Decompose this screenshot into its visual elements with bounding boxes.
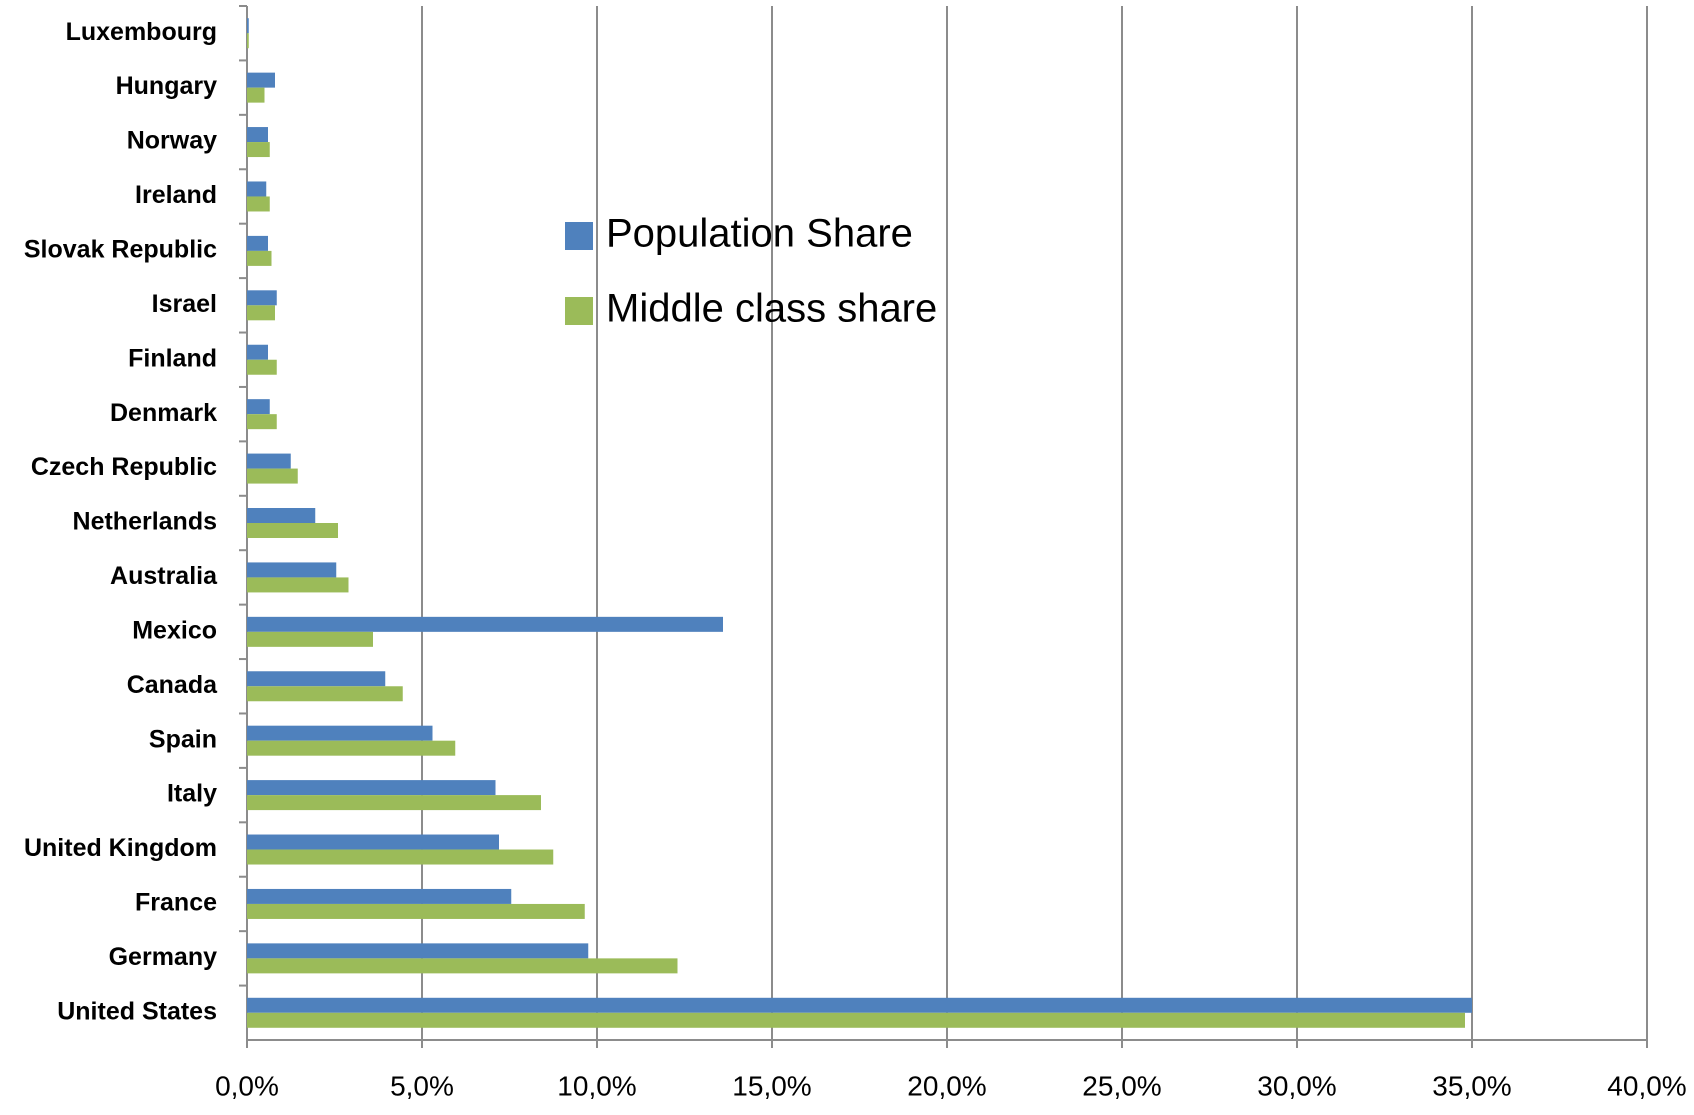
bar <box>247 414 277 430</box>
bar <box>247 142 270 158</box>
legend-swatch <box>565 222 593 250</box>
bar <box>247 196 270 212</box>
bar <box>247 468 298 484</box>
y-tick-label: Czech Republic <box>31 453 217 481</box>
y-tick-label: Italy <box>167 780 217 808</box>
y-tick-label: Spain <box>149 725 217 753</box>
bar <box>247 795 541 811</box>
bar <box>247 508 316 523</box>
bar <box>247 250 272 266</box>
bar <box>247 1012 1465 1028</box>
bar <box>247 686 403 702</box>
bar <box>247 903 585 919</box>
bar <box>247 305 275 321</box>
bar <box>247 290 277 306</box>
bar <box>247 33 249 49</box>
bar <box>247 849 554 865</box>
y-tick-label: Luxembourg <box>66 18 217 46</box>
x-tick-label: 20,0% <box>907 1070 986 1101</box>
bar <box>247 181 267 197</box>
y-tick-label: Australia <box>110 562 218 590</box>
legend-label: Population Share <box>606 212 913 256</box>
bar <box>247 72 275 88</box>
bar <box>247 671 386 687</box>
x-tick-label: 15,0% <box>732 1070 811 1101</box>
y-tick-label: France <box>135 889 217 917</box>
bar <box>247 359 277 375</box>
legend-swatch <box>565 297 593 325</box>
x-tick-label: 25,0% <box>1082 1070 1161 1101</box>
bar <box>247 958 678 974</box>
bar <box>247 577 349 593</box>
y-tick-label: Mexico <box>132 616 217 644</box>
x-tick-label: 10,0% <box>557 1070 636 1101</box>
y-tick-label: Slovak Republic <box>24 236 217 264</box>
bar <box>247 616 723 632</box>
bar <box>247 834 499 850</box>
x-tick-label: 35,0% <box>1432 1070 1511 1101</box>
bar <box>247 780 496 796</box>
y-tick-label: Israel <box>152 290 217 318</box>
y-tick-label: United States <box>57 997 217 1025</box>
x-tick-label: 40,0% <box>1607 1070 1686 1101</box>
bar <box>247 453 291 469</box>
x-tick-label: 0,0% <box>215 1070 279 1101</box>
bar <box>247 87 265 103</box>
bar <box>247 127 268 143</box>
x-tick-label: 5,0% <box>390 1070 454 1101</box>
bar <box>247 943 589 959</box>
y-tick-label: Finland <box>128 344 217 372</box>
y-tick-label: Denmark <box>110 399 217 427</box>
y-tick-label: Netherlands <box>73 508 217 536</box>
bar <box>247 399 270 415</box>
x-tick-label: 30,0% <box>1257 1070 1336 1101</box>
bar <box>247 725 433 741</box>
bar <box>247 523 338 538</box>
y-tick-label: Norway <box>127 127 217 155</box>
bar <box>247 997 1472 1013</box>
bar <box>247 740 456 756</box>
bar <box>247 344 268 360</box>
y-tick-label: Ireland <box>135 181 217 209</box>
bar <box>247 18 249 34</box>
bar <box>247 562 337 578</box>
y-tick-label: Canada <box>127 671 218 699</box>
bar <box>247 888 512 904</box>
legend-label: Middle class share <box>606 287 937 331</box>
bar <box>247 631 373 647</box>
y-tick-label: United Kingdom <box>24 834 217 862</box>
y-tick-label: Hungary <box>116 72 218 100</box>
y-tick-label: Germany <box>109 943 217 971</box>
bar <box>247 235 268 251</box>
